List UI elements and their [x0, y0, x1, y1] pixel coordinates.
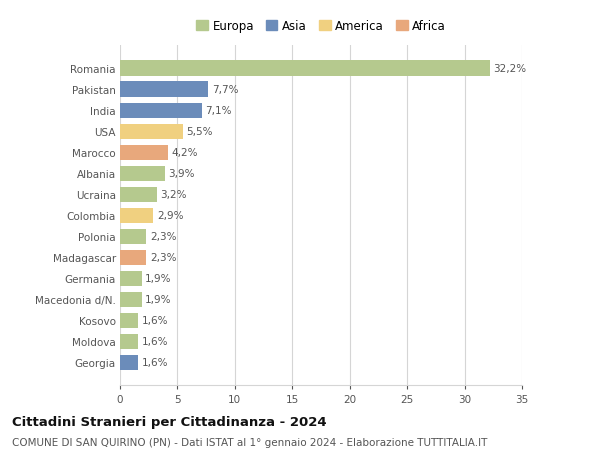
Bar [120, 82, 208, 97]
Bar [120, 229, 146, 244]
Text: 2,9%: 2,9% [157, 211, 183, 221]
Bar [120, 166, 165, 181]
Text: 3,9%: 3,9% [168, 169, 195, 179]
Text: 1,9%: 1,9% [145, 274, 172, 284]
Bar [120, 271, 142, 286]
Text: 7,1%: 7,1% [205, 106, 232, 116]
Bar [120, 334, 139, 349]
Bar [120, 145, 168, 160]
Text: 5,5%: 5,5% [187, 127, 213, 137]
Text: 7,7%: 7,7% [212, 85, 238, 95]
Text: 2,3%: 2,3% [150, 253, 176, 263]
Bar [120, 124, 183, 140]
Bar [120, 62, 490, 77]
Bar [120, 355, 139, 370]
Bar [120, 208, 154, 223]
Text: 32,2%: 32,2% [493, 64, 526, 74]
Text: COMUNE DI SAN QUIRINO (PN) - Dati ISTAT al 1° gennaio 2024 - Elaborazione TUTTIT: COMUNE DI SAN QUIRINO (PN) - Dati ISTAT … [12, 437, 487, 447]
Bar [120, 103, 202, 118]
Text: 1,9%: 1,9% [145, 295, 172, 305]
Bar [120, 250, 146, 265]
Bar [120, 313, 139, 328]
Text: 1,6%: 1,6% [142, 358, 169, 368]
Text: 1,6%: 1,6% [142, 316, 169, 325]
Text: Cittadini Stranieri per Cittadinanza - 2024: Cittadini Stranieri per Cittadinanza - 2… [12, 415, 326, 428]
Bar [120, 187, 157, 202]
Text: 1,6%: 1,6% [142, 336, 169, 347]
Text: 3,2%: 3,2% [160, 190, 187, 200]
Text: 2,3%: 2,3% [150, 232, 176, 242]
Legend: Europa, Asia, America, Africa: Europa, Asia, America, Africa [193, 18, 448, 35]
Text: 4,2%: 4,2% [172, 148, 198, 158]
Bar [120, 292, 142, 307]
